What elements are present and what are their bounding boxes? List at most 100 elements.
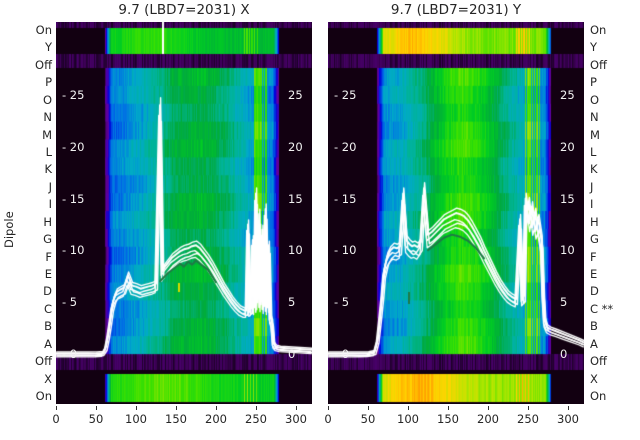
x-tick-mark: [328, 406, 329, 410]
x-tick-mark: [96, 406, 97, 410]
categorical-tick-label: N: [43, 110, 52, 125]
inner-ytick-label: 25: [560, 87, 575, 102]
categorical-tick-label: B: [590, 319, 598, 334]
categorical-tick-label: On: [35, 23, 52, 37]
x-tick-mark: [528, 406, 529, 410]
categorical-tick-label: E: [590, 267, 598, 281]
categorical-tick-label: K: [44, 162, 52, 177]
x-tick-label: 200: [477, 412, 499, 426]
inner-ytick-label: 20: [560, 139, 575, 154]
categorical-tick-label: Y: [590, 40, 598, 55]
categorical-tick-label: E: [44, 267, 52, 281]
categorical-tick-label: J: [48, 179, 52, 194]
categorical-tick-label: C **: [590, 301, 614, 316]
categorical-tick-label: D: [43, 284, 52, 299]
categorical-tick-label: G: [590, 232, 599, 247]
inner-ytick-label: 0: [560, 347, 568, 361]
categorical-tick-label: J: [590, 179, 594, 194]
categorical-tick-label: C: [43, 301, 52, 316]
categorical-tick-label: H: [590, 214, 599, 229]
x-tick-mark: [408, 406, 409, 410]
inner-ytick-label: - 15: [62, 191, 85, 206]
inner-ytick-label: 25: [288, 87, 303, 102]
panel-y-axes[interactable]: [328, 22, 584, 404]
inner-ytick-label: - 5: [334, 295, 350, 310]
x-tick-mark: [488, 406, 489, 410]
x-tick-mark: [216, 406, 217, 410]
categorical-tick-label: G: [43, 232, 52, 247]
inner-ytick-label: 5: [288, 295, 296, 310]
x-tick-label: 100: [397, 412, 419, 426]
inner-ytick-label: 10: [560, 243, 575, 258]
categorical-tick-label: M: [42, 127, 52, 142]
inner-ytick-label: 10: [288, 243, 303, 258]
categorical-tick-label: A: [590, 336, 598, 351]
panel-y-title: 9.7 (LBD7=2031) Y: [390, 2, 522, 18]
categorical-tick-label: Off: [590, 57, 607, 72]
inner-ytick-label: - 25: [334, 87, 357, 102]
x-tick-label: 100: [125, 412, 147, 426]
x-tick-label: 250: [245, 412, 267, 426]
categorical-tick-label: X: [590, 371, 598, 386]
categorical-tick-label: M: [590, 127, 600, 142]
inner-ytick-label: - 0: [62, 347, 78, 361]
inner-ytick-label: - 15: [334, 191, 357, 206]
x-tick-mark: [256, 406, 257, 410]
categorical-tick-label: On: [590, 23, 607, 37]
categorical-tick-label: K: [590, 162, 598, 177]
categorical-tick-label: I: [48, 197, 52, 212]
inner-ytick-label: - 20: [62, 139, 85, 154]
categorical-tick-label: Off: [35, 354, 52, 369]
inner-ytick-label: 5: [560, 295, 568, 310]
categorical-tick-label: A: [44, 336, 52, 351]
categorical-tick-label: On: [35, 389, 52, 403]
x-tick-label: 300: [557, 412, 579, 426]
categorical-tick-label: H: [43, 214, 52, 229]
categorical-tick-label: D: [590, 284, 599, 299]
categorical-tick-label: On: [590, 389, 607, 403]
categorical-tick-label: I: [590, 197, 594, 212]
categorical-tick-label: Off: [35, 57, 52, 72]
inner-ytick-label: - 5: [62, 295, 78, 310]
inner-ytick-label: 0: [288, 347, 296, 361]
categorical-tick-label: L: [590, 145, 597, 159]
x-tick-mark: [176, 406, 177, 410]
categorical-tick-label: F: [590, 249, 597, 264]
inner-ytick-label: - 25: [62, 87, 85, 102]
categorical-tick-label: N: [590, 110, 599, 125]
panel-x-title: 9.7 (LBD7=2031) X: [118, 2, 250, 18]
categorical-tick-label: L: [45, 145, 52, 159]
x-tick-label: 0: [52, 412, 60, 426]
x-tick-label: 50: [88, 412, 104, 426]
x-tick-mark: [568, 406, 569, 410]
categorical-tick-label: P: [45, 75, 52, 90]
categorical-tick-label: B: [44, 319, 52, 334]
x-tick-label: 250: [517, 412, 539, 426]
x-tick-mark: [136, 406, 137, 410]
categorical-tick-label: Off: [590, 354, 607, 369]
inner-ytick-label: 15: [560, 191, 575, 206]
panel-x-axes[interactable]: [56, 22, 312, 404]
x-tick-label: 300: [285, 412, 307, 426]
categorical-tick-label: O: [42, 92, 52, 107]
x-tick-label: 200: [205, 412, 227, 426]
x-tick-mark: [368, 406, 369, 410]
inner-ytick-label: - 0: [334, 347, 350, 361]
categorical-tick-label: P: [590, 75, 597, 90]
categorical-tick-label: X: [44, 371, 52, 386]
inner-ytick-label: - 10: [334, 243, 357, 258]
x-tick-mark: [448, 406, 449, 410]
panel-x-heatmap-and-traces: [56, 22, 312, 404]
x-tick-mark: [296, 406, 297, 410]
x-tick-label: 150: [165, 412, 187, 426]
inner-ytick-label: 20: [288, 139, 303, 154]
categorical-tick-label: Y: [44, 40, 52, 55]
inner-ytick-label: - 10: [62, 243, 85, 258]
x-tick-label: 50: [360, 412, 376, 426]
x-tick-mark: [56, 406, 57, 410]
inner-ytick-label: 15: [288, 191, 303, 206]
categorical-tick-label: F: [45, 249, 52, 264]
x-tick-label: 150: [437, 412, 459, 426]
x-tick-label: 0: [324, 412, 332, 426]
